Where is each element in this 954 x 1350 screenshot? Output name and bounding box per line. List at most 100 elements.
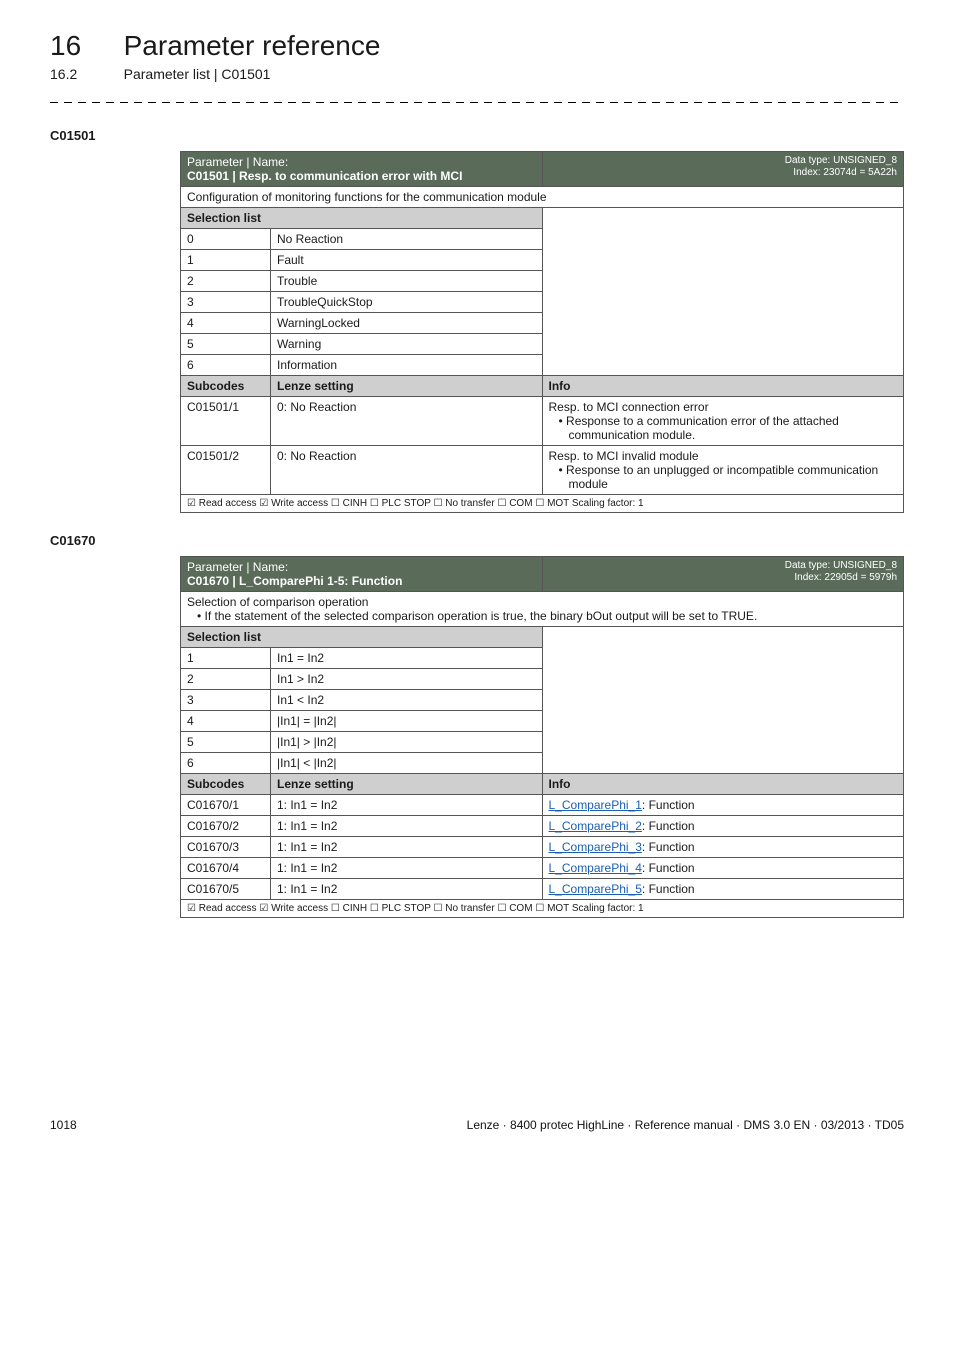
param-label: Parameter | Name: xyxy=(187,155,288,169)
chapter-title: Parameter reference xyxy=(124,30,381,62)
subcode: C01670/2 xyxy=(181,816,271,837)
lenze-setting: 0: No Reaction xyxy=(271,446,543,495)
sel-num: 3 xyxy=(181,690,271,711)
info-cell: L_ComparePhi_5: Function xyxy=(542,879,904,900)
sel-val: Warning xyxy=(271,334,543,355)
sel-val: TroubleQuickStop xyxy=(271,292,543,313)
chapter-number: 16 xyxy=(50,30,120,62)
info-cell: Resp. to MCI connection error • Response… xyxy=(542,397,904,446)
info-line: Resp. to MCI invalid module xyxy=(549,449,699,463)
sel-num: 5 xyxy=(181,334,271,355)
sel-num: 0 xyxy=(181,229,271,250)
info-tail: : Function xyxy=(642,840,695,854)
sel-num: 3 xyxy=(181,292,271,313)
subcode: C01670/3 xyxy=(181,837,271,858)
sel-num: 6 xyxy=(181,355,271,376)
sel-num: 5 xyxy=(181,732,271,753)
page-footer: 1018 Lenze · 8400 protec HighLine · Refe… xyxy=(50,1118,904,1132)
lenze-setting: 1: In1 = In2 xyxy=(271,837,543,858)
dtype-line1: Data type: UNSIGNED_8 xyxy=(785,560,897,571)
dtype-line2: Index: 22905d = 5979h xyxy=(794,572,897,583)
sel-num: 2 xyxy=(181,271,271,292)
dtype-line2: Index: 23074d = 5A22h xyxy=(793,167,897,178)
sel-val: |In1| < |In2| xyxy=(271,753,543,774)
sel-val: No Reaction xyxy=(271,229,543,250)
selection-right-blank xyxy=(542,627,904,774)
function-link[interactable]: L_ComparePhi_3 xyxy=(549,840,642,854)
function-link[interactable]: L_ComparePhi_2 xyxy=(549,819,642,833)
lenze-header: Lenze setting xyxy=(271,376,543,397)
subcode: C01670/1 xyxy=(181,795,271,816)
info-tail: : Function xyxy=(642,819,695,833)
sel-num: 4 xyxy=(181,711,271,732)
subcode: C01501/2 xyxy=(181,446,271,495)
info-header: Info xyxy=(542,774,904,795)
footer-text: Lenze · 8400 protec HighLine · Reference… xyxy=(467,1118,904,1132)
sel-val: In1 > In2 xyxy=(271,669,543,690)
function-link[interactable]: L_ComparePhi_5 xyxy=(549,882,642,896)
sel-val: In1 < In2 xyxy=(271,690,543,711)
param-label: Parameter | Name: xyxy=(187,560,288,574)
function-link[interactable]: L_ComparePhi_1 xyxy=(549,798,642,812)
info-cell: L_ComparePhi_2: Function xyxy=(542,816,904,837)
sel-val: Fault xyxy=(271,250,543,271)
subcode: C01670/5 xyxy=(181,879,271,900)
param-header: Parameter | Name: C01501 | Resp. to comm… xyxy=(181,152,543,187)
lenze-setting: 1: In1 = In2 xyxy=(271,795,543,816)
selection-list-header: Selection list xyxy=(181,627,543,648)
desc-line: Selection of comparison operation xyxy=(187,595,368,609)
info-tail: : Function xyxy=(642,798,695,812)
sel-val: In1 = In2 xyxy=(271,648,543,669)
divider xyxy=(50,102,904,103)
subcodes-header: Subcodes xyxy=(181,774,271,795)
param-name: C01670 | L_ComparePhi 1-5: Function xyxy=(187,574,402,588)
param-description: Configuration of monitoring functions fo… xyxy=(181,187,904,208)
sel-num: 1 xyxy=(181,250,271,271)
selection-list-header: Selection list xyxy=(181,208,543,229)
lenze-setting: 1: In1 = In2 xyxy=(271,879,543,900)
sel-num: 2 xyxy=(181,669,271,690)
sel-val: |In1| = |In2| xyxy=(271,711,543,732)
parameter-table-c01670: Parameter | Name: C01670 | L_ComparePhi … xyxy=(180,556,904,918)
desc-bullet: • If the statement of the selected compa… xyxy=(197,609,897,623)
section-title: Parameter list | C01501 xyxy=(124,66,271,82)
sel-val: Information xyxy=(271,355,543,376)
code-heading: C01670 xyxy=(50,533,904,548)
info-cell: L_ComparePhi_4: Function xyxy=(542,858,904,879)
access-footer: ☑ Read access ☑ Write access ☐ CINH ☐ PL… xyxy=(181,900,904,918)
info-cell: Resp. to MCI invalid module • Response t… xyxy=(542,446,904,495)
param-header: Parameter | Name: C01670 | L_ComparePhi … xyxy=(181,557,543,592)
info-cell: L_ComparePhi_3: Function xyxy=(542,837,904,858)
param-meta: Data type: UNSIGNED_8 Index: 22905d = 59… xyxy=(542,557,904,592)
subcode: C01670/4 xyxy=(181,858,271,879)
section-number: 16.2 xyxy=(50,66,120,82)
info-header: Info xyxy=(542,376,904,397)
info-bullet: • Response to an unplugged or incompatib… xyxy=(559,463,898,491)
info-line: Resp. to MCI connection error xyxy=(549,400,709,414)
lenze-setting: 0: No Reaction xyxy=(271,397,543,446)
dtype-line1: Data type: UNSIGNED_8 xyxy=(785,155,897,166)
function-link[interactable]: L_ComparePhi_4 xyxy=(549,861,642,875)
info-bullet: • Response to a communication error of t… xyxy=(559,414,898,442)
page-header: 16 Parameter reference 16.2 Parameter li… xyxy=(50,30,904,82)
lenze-setting: 1: In1 = In2 xyxy=(271,858,543,879)
sel-num: 4 xyxy=(181,313,271,334)
lenze-header: Lenze setting xyxy=(271,774,543,795)
parameter-table-c01501: Parameter | Name: C01501 | Resp. to comm… xyxy=(180,151,904,513)
info-tail: : Function xyxy=(642,861,695,875)
access-footer: ☑ Read access ☑ Write access ☐ CINH ☐ PL… xyxy=(181,495,904,513)
selection-right-blank xyxy=(542,208,904,376)
sel-num: 1 xyxy=(181,648,271,669)
page-number: 1018 xyxy=(50,1118,77,1132)
sel-val: Trouble xyxy=(271,271,543,292)
sel-val: WarningLocked xyxy=(271,313,543,334)
param-description: Selection of comparison operation • If t… xyxy=(181,592,904,627)
param-meta: Data type: UNSIGNED_8 Index: 23074d = 5A… xyxy=(542,152,904,187)
lenze-setting: 1: In1 = In2 xyxy=(271,816,543,837)
sel-num: 6 xyxy=(181,753,271,774)
subcode: C01501/1 xyxy=(181,397,271,446)
sel-val: |In1| > |In2| xyxy=(271,732,543,753)
info-tail: : Function xyxy=(642,882,695,896)
info-cell: L_ComparePhi_1: Function xyxy=(542,795,904,816)
code-heading: C01501 xyxy=(50,128,904,143)
